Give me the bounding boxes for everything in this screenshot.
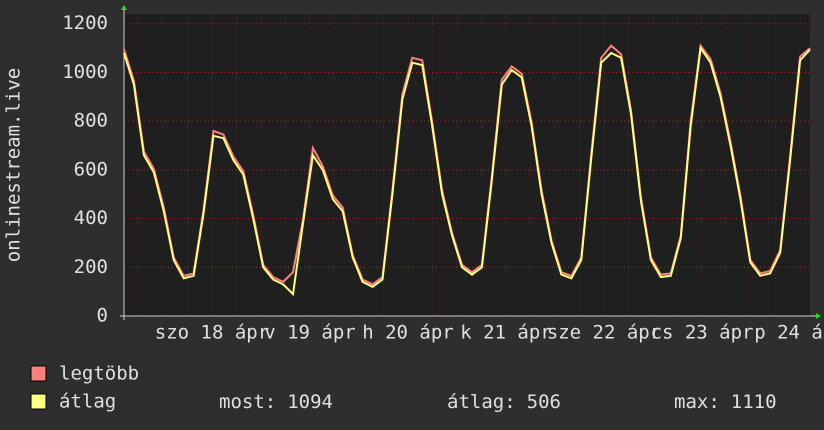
legend-label: átlag [59, 391, 116, 413]
y-axis-label: onlinestream.live [3, 68, 25, 262]
axis-arrow [816, 313, 821, 319]
x-tick-label: cs 23 ápr [651, 322, 754, 344]
y-tick-label: 0 [97, 305, 108, 327]
axis-arrow [121, 5, 127, 10]
x-tick-label: p 24 ápr [754, 322, 824, 344]
x-tick-label: sze 22 ápr [547, 322, 661, 344]
stat-label: max: [674, 391, 720, 413]
legend-label: legtöbb [59, 363, 139, 385]
stat-label: átlag: [447, 391, 516, 413]
x-tick-label: v 19 ápr [264, 322, 356, 344]
y-tick-label: 800 [74, 110, 108, 132]
x-tick-label: k 21 ápr [460, 322, 552, 344]
x-tick-label: h 20 ápr [362, 322, 454, 344]
y-tick-label: 600 [74, 158, 108, 180]
y-tick-label: 1000 [62, 61, 108, 83]
legend-swatch [30, 393, 47, 410]
y-tick-label: 200 [74, 256, 108, 278]
stat-value: 1110 [731, 391, 777, 413]
legend-stat: max: 1110 [674, 391, 777, 413]
x-tick-label: szo 18 ápr [155, 322, 269, 344]
stat-value: 506 [527, 391, 561, 413]
y-tick-label: 400 [74, 207, 108, 229]
legend-stat: most: 1094 [219, 391, 333, 413]
series-line [123, 45, 811, 297]
legend-swatch [30, 365, 47, 382]
stat-value: 1094 [287, 391, 333, 413]
legend-stat: átlag: 506 [447, 391, 561, 413]
y-tick-label: 1200 [62, 12, 108, 34]
stat-label: most: [219, 391, 276, 413]
